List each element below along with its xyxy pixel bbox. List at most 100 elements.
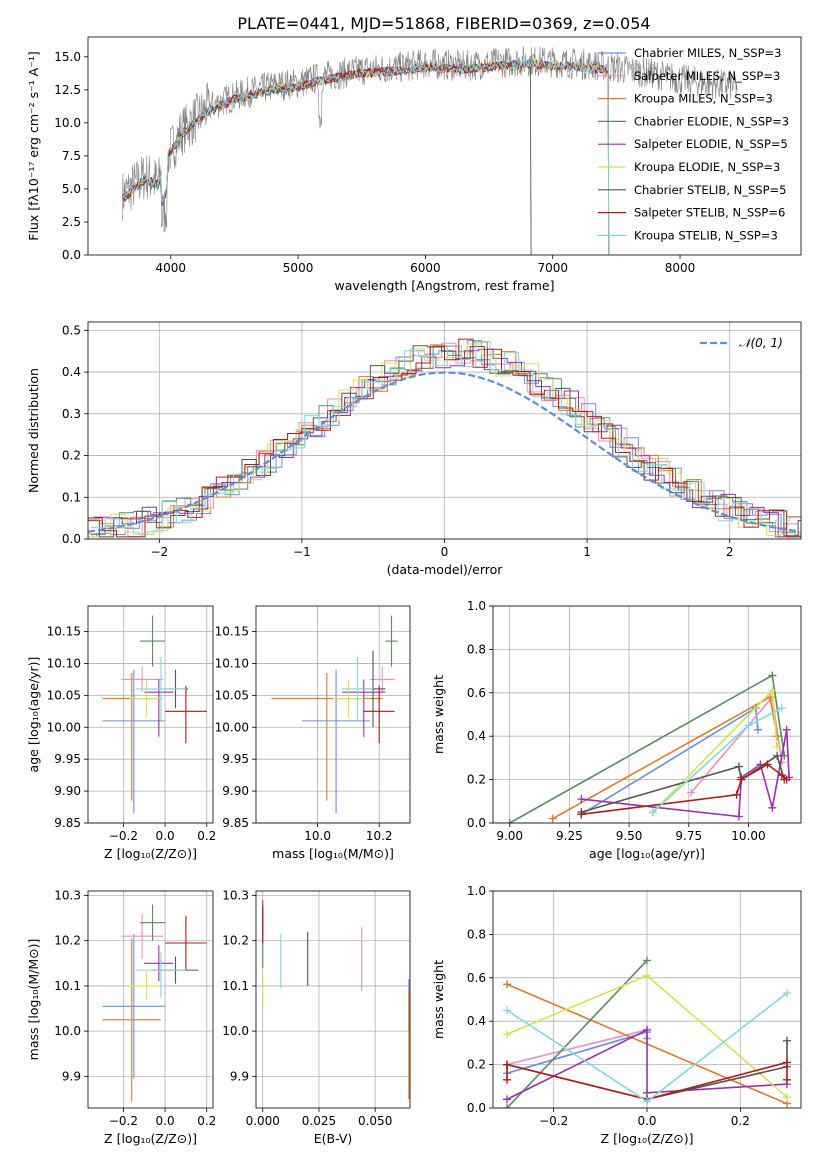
x-axis-label: E(B-V) (314, 1131, 353, 1146)
x-tick-label: 0.000 (246, 1114, 280, 1128)
x-tick-label: 0.2 (731, 1114, 750, 1128)
weight-marker (768, 686, 777, 695)
x-tick-label: −1 (293, 545, 311, 559)
y-tick-label: 9.95 (54, 752, 81, 766)
y-tick-label: 0.4 (467, 1014, 486, 1028)
panel-age-vs-mass: 10.0 10.2 9.85 9.90 9.95 10.00 10.05 10.10 10.15… (215, 605, 411, 861)
errorbar-salpeter-miles (369, 666, 395, 693)
normal-curve (88, 371, 799, 533)
panel-mass-vs-Z: −0.2 0.0 0.2 9.9 10.0 10.1 10.2 10.3 Z [log₁₀(Z/… (26, 889, 216, 1146)
x-tick-label: 9.25 (556, 829, 583, 843)
model-line-kroupa-stelib (122, 58, 610, 255)
weight-marker (503, 1060, 511, 1069)
x-axis-label: Z [log₁₀(Z/Z⊙)] (601, 1131, 694, 1146)
errorbar-salpeter-miles (121, 913, 163, 959)
y-tick-label: 2.5 (62, 215, 81, 229)
weight-marker (548, 814, 557, 823)
errorbar-kroupa-stelib (135, 952, 186, 998)
y-tick-label: 10.2 (222, 934, 249, 948)
y-tick-label: 9.85 (222, 816, 249, 830)
weight-marker (503, 980, 511, 989)
panel-age-vs-Z: −0.2 0.0 0.2 9.85 9.90 9.95 10.00 10.05 10.10 10.… (26, 605, 216, 861)
x-tick-label: 5000 (283, 261, 314, 275)
weight-marker (768, 671, 777, 680)
x-tick-label: 0.2 (197, 829, 216, 843)
legend: Chabrier MILES, N_SSP=3 Salpeter MILES, N… (598, 46, 789, 242)
x-tick-label: 0.050 (358, 1114, 392, 1128)
weight-marker (744, 721, 753, 730)
x-tick-label: 0 (441, 545, 449, 559)
weight-marker (783, 1036, 791, 1045)
y-tick-label: 0.0 (467, 816, 486, 830)
y-tick-label: 9.90 (222, 784, 249, 798)
y-tick-label: 15.0 (54, 50, 81, 64)
weight-marker (687, 788, 696, 797)
y-tick-label: 1.0 (467, 599, 486, 613)
x-tick-label: 0.025 (302, 1114, 336, 1128)
y-tick-label: 10.10 (47, 656, 81, 670)
y-tick-label: 10.15 (215, 625, 249, 639)
y-tick-label: 0.3 (62, 407, 81, 421)
weight-marker (783, 988, 791, 997)
model-line-salpeter-miles (121, 59, 610, 255)
y-tick-label: 10.00 (47, 720, 81, 734)
errorbar-chabrier-elodie (385, 615, 398, 667)
plot-area-spectrum (121, 46, 738, 255)
weight-marker (577, 795, 586, 804)
weight-marker (643, 971, 651, 980)
errorbar-kroupa-miles (102, 938, 161, 1102)
weight-marker (643, 1097, 651, 1106)
weight-line-salpeter-miles (506, 1029, 648, 1066)
weight-marker (737, 775, 746, 784)
legend-label: Salpeter STELIB, N_SSP=6 (634, 206, 785, 220)
x-axis-label: Z [log₁₀(Z/Z⊙)] (104, 1131, 197, 1146)
y-tick-label: 0.4 (62, 365, 81, 379)
y-tick-label: 9.90 (54, 784, 81, 798)
x-tick-label: 10.0 (304, 829, 331, 843)
axes-frame (87, 321, 802, 540)
model-line-chabrier-stelib (121, 60, 532, 255)
axes-frame (255, 890, 411, 1109)
plot-area-weight-vs-Z (503, 956, 791, 1108)
y-tick-label: 0.4 (467, 729, 486, 743)
x-tick-label: 0.2 (197, 1114, 216, 1128)
errorbar-chabrier-miles (102, 669, 166, 814)
errorbar-chabrier-miles (102, 933, 166, 1079)
y-tick-label: 0.6 (467, 971, 486, 985)
errorbar-kroupa-stelib (135, 657, 186, 721)
x-tick-label: 0.0 (637, 1114, 656, 1128)
weight-marker (734, 812, 743, 821)
axes-frame (87, 890, 214, 1109)
y-tick-label: 10.05 (215, 688, 249, 702)
y-tick-label: 0.5 (62, 323, 81, 337)
axes-frame (255, 605, 411, 824)
y-tick-label: 0.1 (62, 490, 81, 504)
weight-marker (503, 1104, 511, 1108)
y-tick-label: 10.15 (47, 625, 81, 639)
y-tick-label: 7.5 (62, 149, 81, 163)
panel-spectrum: 4000 5000 6000 7000 8000 0.0 2.5 5.0 7.5 10.0 12.5… (26, 36, 802, 293)
y-tick-label: 10.3 (222, 889, 249, 903)
x-tick-label: 0.0 (156, 829, 175, 843)
weight-marker (763, 760, 772, 769)
histogram-kroupa-elodie (88, 343, 801, 538)
y-tick-label: 9.95 (222, 752, 249, 766)
weight-marker (773, 743, 782, 752)
histogram-chabrier-stelib (88, 345, 801, 538)
weight-marker (648, 808, 657, 817)
errorbar-chabrier-elodie (140, 904, 166, 941)
legend: 𝒩(0, 1) (700, 336, 783, 350)
y-tick-label: 0.0 (62, 532, 81, 546)
weight-marker (777, 703, 786, 712)
axes-frame (492, 890, 802, 1109)
plot-area-weight-vs-age (505, 671, 794, 823)
legend-label: Kroupa MILES, N_SSP=3 (634, 92, 773, 106)
y-tick-label: 10.00 (215, 720, 249, 734)
y-tick-label: 0.2 (62, 449, 81, 463)
x-tick-label: −0.2 (539, 1114, 568, 1128)
y-axis-label: Normed distribution (26, 368, 41, 493)
y-tick-label: 10.0 (222, 1024, 249, 1038)
x-axis-label: wavelength [Angstrom, rest frame] (334, 278, 554, 293)
errorbar-salpeter-elodie (144, 679, 174, 737)
